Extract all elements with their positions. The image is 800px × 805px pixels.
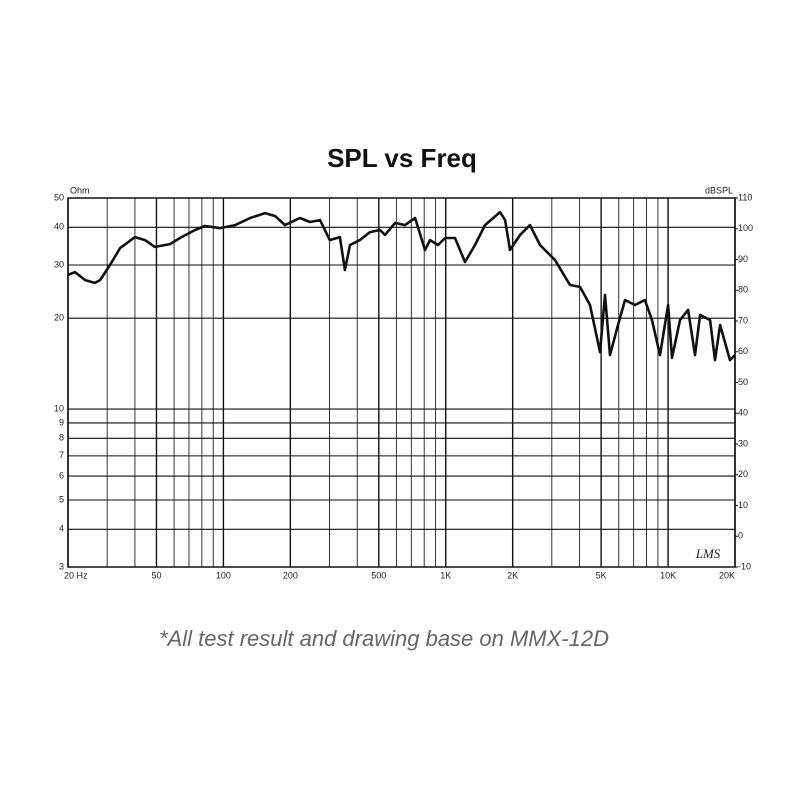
y-tick-label: 30: [54, 259, 64, 269]
y2-tick-label: 60: [738, 346, 748, 356]
y2-axis-label: dBSPL: [705, 185, 733, 195]
y-axis-label: Ohm: [70, 185, 90, 195]
y2-tick-label: 50: [738, 377, 748, 387]
footnote: *All test result and drawing base on MMX…: [159, 626, 609, 651]
x-tick-label: 1K: [440, 570, 451, 580]
y-tick-label: 5: [59, 494, 64, 504]
y2-tick-label: 100: [738, 223, 753, 233]
x-tick-label: 200: [283, 570, 298, 580]
x-tick-label: 10K: [660, 570, 676, 580]
x-tick-label: 5K: [596, 570, 607, 580]
y2-tick-label: 20: [738, 469, 748, 479]
y2-tick-label: 30: [738, 438, 748, 448]
x-tick-label: 500: [371, 570, 386, 580]
chart-title: SPL vs Freq: [327, 143, 477, 173]
x-tick-label: 20 Hz: [64, 570, 88, 580]
plot-frame: [67, 197, 736, 568]
y-tick-label: 4: [59, 524, 64, 534]
y-tick-label: 50: [54, 192, 64, 202]
y2-tick-label: 0: [738, 531, 743, 541]
y-tick-label: 10: [54, 403, 64, 413]
y-tick-label: 8: [59, 433, 64, 443]
y-tick-label: 20: [54, 313, 64, 323]
y-tick-label: 6: [59, 470, 64, 480]
x-tick-label: 2K: [507, 570, 518, 580]
y-tick-label: 3: [59, 561, 64, 571]
y2-tick-label: 10: [738, 500, 748, 510]
y-tick-label: 9: [59, 417, 64, 427]
logo: LMS: [695, 546, 721, 561]
y2-tick-label: -10: [738, 561, 751, 571]
x-tick-label: 100: [216, 570, 231, 580]
y2-tick-label: 110: [738, 192, 752, 202]
y2-tick-label: 40: [738, 408, 748, 418]
y2-tick-label: 80: [738, 285, 748, 295]
spl-line: [67, 210, 736, 362]
x-tick-label: 50: [151, 570, 161, 580]
y2-tick-label: 70: [738, 315, 748, 325]
y-tick-label: 40: [54, 222, 64, 232]
y-tick-label: 7: [59, 450, 64, 460]
y2-tick-label: 90: [738, 254, 748, 264]
x-tick-label: 20K: [719, 570, 735, 580]
